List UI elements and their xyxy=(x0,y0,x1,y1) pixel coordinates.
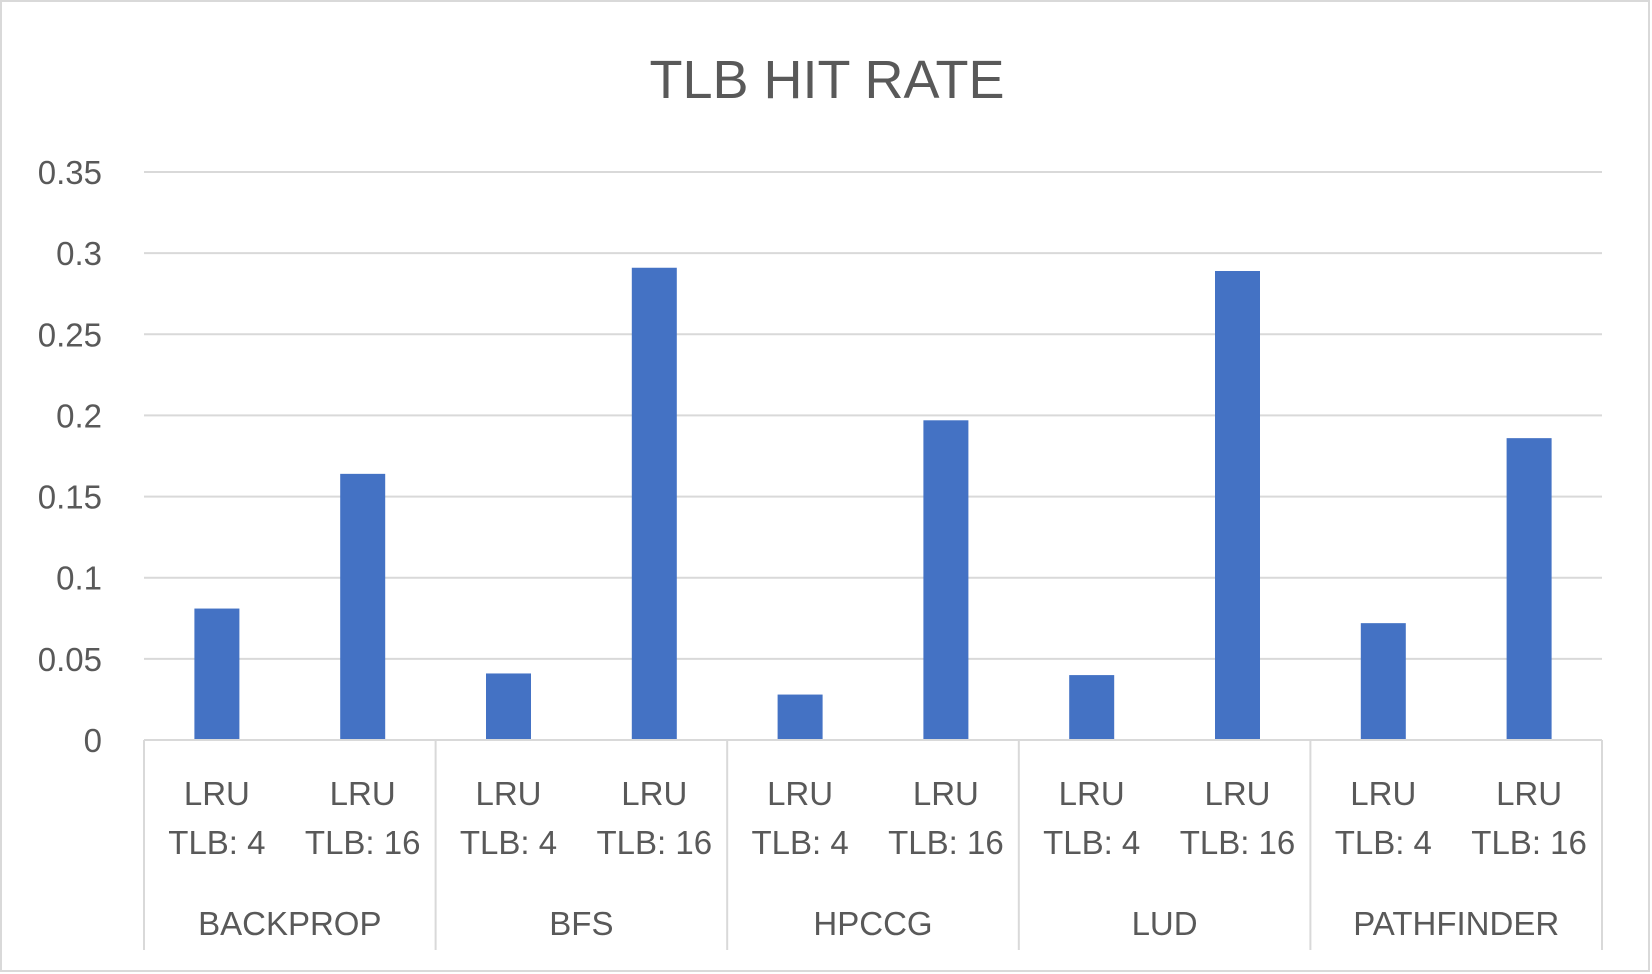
x-category-label-line2: TLB: 16 xyxy=(1180,824,1296,861)
bar xyxy=(1215,270,1260,740)
chart-title: TLB HIT RATE xyxy=(649,50,1004,110)
y-tick-label: 0.2 xyxy=(56,397,102,434)
gridlines xyxy=(144,171,1602,660)
x-category-label-line1: LRU xyxy=(621,775,687,812)
x-category-label-line2: TLB: 4 xyxy=(168,824,265,861)
x-category-label-line1: LRU xyxy=(475,775,541,812)
y-axis-tick-labels: 0 0.05 0.1 0.15 0.2 0.25 0.3 0.35 xyxy=(38,154,102,759)
x-group-label: HPCCG xyxy=(813,905,932,942)
bars xyxy=(194,267,1552,740)
x-category-label-line1: LRU xyxy=(767,775,833,812)
x-group-label: LUD xyxy=(1132,905,1198,942)
x-category-label-line1: LRU xyxy=(1496,775,1562,812)
x-category-label-line2: TLB: 4 xyxy=(1335,824,1432,861)
x-category-label-line2: TLB: 16 xyxy=(1471,824,1587,861)
x-category-label-line2: TLB: 4 xyxy=(751,824,848,861)
y-tick-label: 0.05 xyxy=(38,641,102,678)
x-category-label-line2: TLB: 4 xyxy=(1043,824,1140,861)
x-group-label: BACKPROP xyxy=(198,905,381,942)
y-tick-label: 0.3 xyxy=(56,235,102,272)
x-category-label-line1: LRU xyxy=(1350,775,1416,812)
bar xyxy=(777,694,823,740)
x-category-label-line1: LRU xyxy=(1059,775,1125,812)
x-group-label: PATHFINDER xyxy=(1353,905,1559,942)
bar xyxy=(631,267,677,740)
bar xyxy=(1506,438,1552,740)
y-tick-label: 0 xyxy=(84,722,102,759)
x-category-label-line2: TLB: 16 xyxy=(305,824,421,861)
x-category-label-line2: TLB: 16 xyxy=(597,824,713,861)
x-category-label-line2: TLB: 4 xyxy=(460,824,557,861)
x-category-label-line1: LRU xyxy=(1204,775,1270,812)
x-category-label-line2: TLB: 16 xyxy=(888,824,1004,861)
y-tick-label: 0.1 xyxy=(56,560,102,597)
x-category-label-line1: LRU xyxy=(330,775,396,812)
bar xyxy=(340,473,386,740)
bar xyxy=(486,673,531,740)
bar xyxy=(1360,623,1406,740)
bar xyxy=(194,608,240,740)
x-group-label: BFS xyxy=(549,905,613,942)
bar xyxy=(923,420,969,740)
bar xyxy=(1069,675,1115,740)
y-tick-label: 0.25 xyxy=(38,316,102,353)
y-tick-label: 0.15 xyxy=(38,479,102,516)
x-axis: LRU TLB: 4 LRU TLB: 16 LRU TLB: 4 LRU TLB: 16 LR… xyxy=(143,739,1603,950)
y-tick-label: 0.35 xyxy=(38,154,102,191)
x-category-label-line1: LRU xyxy=(184,775,250,812)
x-category-label-line1: LRU xyxy=(913,775,979,812)
